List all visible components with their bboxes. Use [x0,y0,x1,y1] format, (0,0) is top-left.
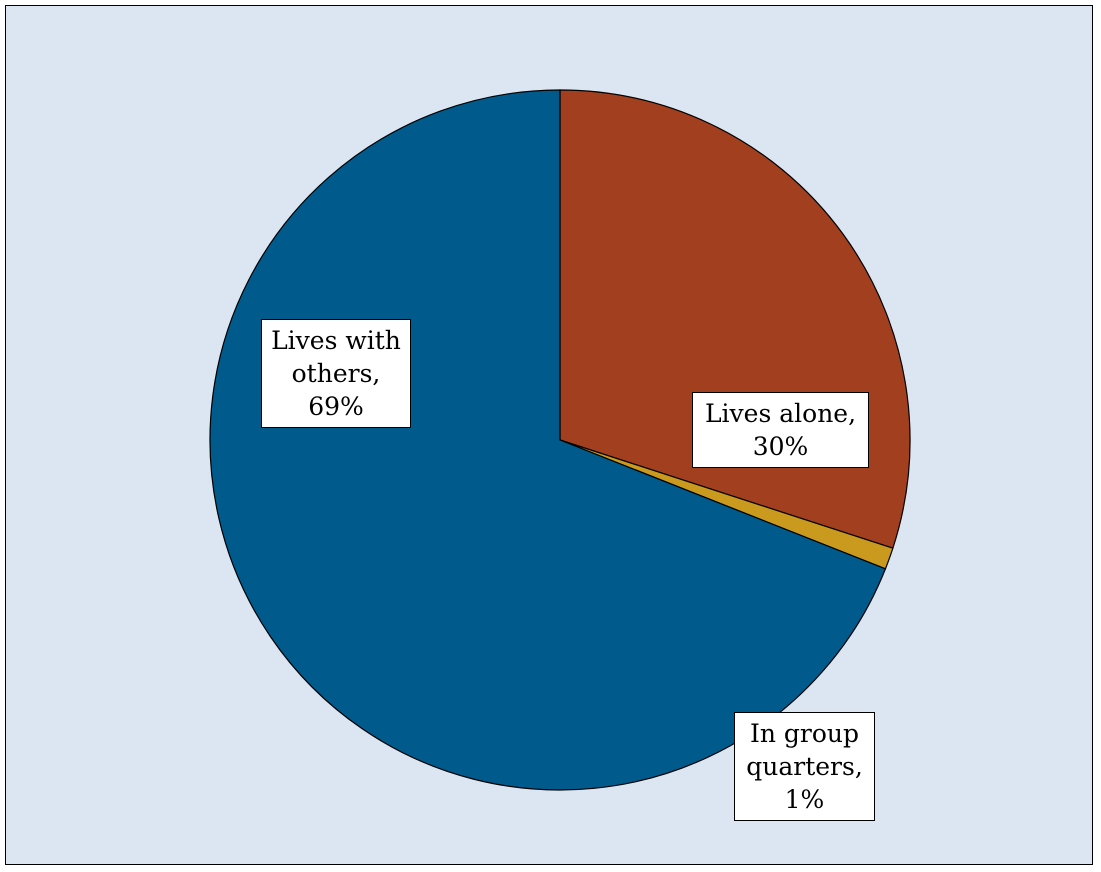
data-label-line: quarters, [746,752,863,781]
data-label-line: 69% [308,392,364,421]
data-label-lives-alone: Lives alone, 30% [692,392,869,468]
pie-chart [209,89,911,791]
data-label-line: 1% [784,785,825,814]
data-label-line: 30% [752,432,809,461]
data-label-lives-with-others: Lives with others, 69% [261,319,411,428]
data-label-in-group-quarters: In group quarters, 1% [734,712,875,821]
data-label-line: In group [749,719,860,748]
data-label-line: Lives alone, [704,399,857,428]
data-label-line: Lives with [271,326,401,355]
data-label-line: others, [291,359,381,388]
chart-area: Lives alone, 30% In group quarters, 1% L… [5,5,1093,865]
